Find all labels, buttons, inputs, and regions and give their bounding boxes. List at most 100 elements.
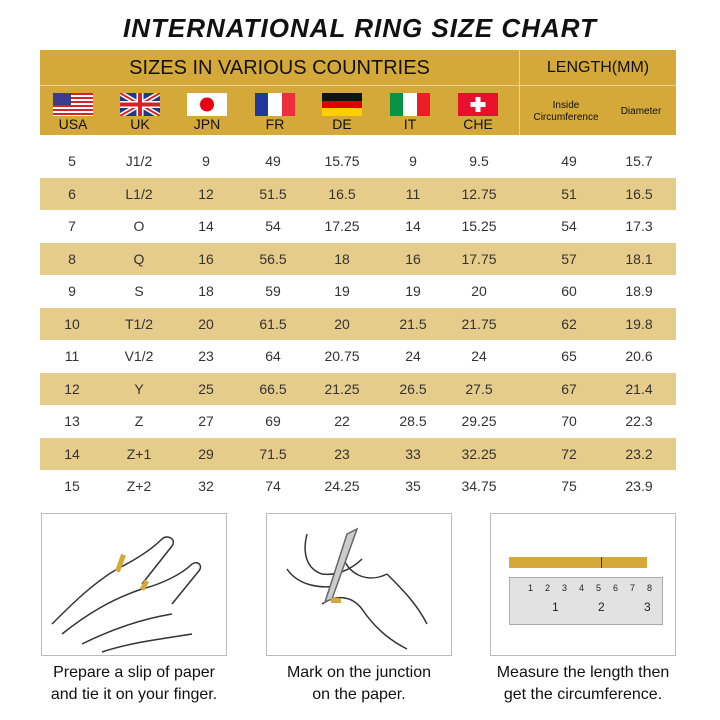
table-cell: 7 [68, 218, 76, 234]
table-cell: 12 [64, 380, 80, 397]
table-cell: 56.5 [259, 250, 287, 267]
table-cell: 16.5 [625, 185, 653, 202]
table-cell: Z+1 [126, 445, 152, 462]
table-cell: 35 [405, 478, 421, 494]
step1-caption: Prepare a slip of paper and tie it on you… [19, 662, 249, 706]
ruler-inch-label: 1 [552, 600, 559, 614]
step2-caption: Mark on the junction on the paper. [244, 662, 474, 706]
table-cell: 24.25 [324, 478, 360, 494]
country-usa: USA [58, 116, 88, 132]
table-cell: 15.7 [625, 153, 653, 169]
ruler-cm-label: 7 [630, 583, 636, 593]
table-cell: 17.75 [461, 250, 497, 267]
table-cell: 32.25 [461, 445, 497, 462]
table-cell: 14 [198, 218, 214, 234]
table-cell: 10 [64, 315, 80, 332]
table-cell: 19 [405, 283, 421, 299]
ruler-cm-label: 4 [579, 583, 585, 593]
table-cell: 23 [334, 445, 350, 462]
table-cell: 21.5 [399, 315, 427, 332]
table-cell: T1/2 [124, 315, 154, 332]
table-cell: 23.9 [625, 478, 653, 494]
country-jpn: JPN [193, 116, 221, 132]
germany-flag-icon [322, 93, 362, 116]
table-cell: 14 [64, 445, 80, 462]
table-cell: 20 [471, 283, 487, 299]
table-cell: 11 [405, 185, 421, 202]
table-cell: 49 [265, 153, 281, 169]
table-row: 15 Z+2 32 74 24.25 35 34.75 75 23.9 [40, 470, 676, 503]
step1-line1: Prepare a slip of paper [53, 664, 215, 681]
table-cell: 54 [561, 218, 577, 234]
table-cell: 20 [198, 315, 214, 332]
table-cell: 17.25 [324, 218, 360, 234]
table-cell: L1/2 [125, 185, 153, 202]
table-cell: 69 [265, 413, 281, 429]
table-cell: 16.5 [328, 185, 356, 202]
table-cell: 15.75 [324, 153, 360, 169]
table-cell: 33 [405, 445, 421, 462]
table-cell: 29 [198, 445, 214, 462]
ruler-cm-label: 2 [545, 583, 551, 593]
table-cell: Z [134, 413, 144, 429]
table-cell: 9 [202, 153, 210, 169]
table-cell: 27.5 [465, 380, 493, 397]
table-cell: 60 [561, 283, 577, 299]
table-cell: V1/2 [124, 348, 154, 364]
sizes-heading: SIZES IN VARIOUS COUNTRIES [40, 50, 519, 86]
japan-flag-icon [187, 93, 227, 116]
page-title: INTERNATIONAL RING SIZE CHART [123, 13, 597, 43]
table-cell: 67 [561, 380, 577, 397]
table-cell: 9.5 [469, 153, 489, 169]
table-cell: 34.75 [461, 478, 497, 494]
france-flag-icon [255, 93, 295, 116]
table-row: 7 O 14 54 17.25 14 15.25 54 17.3 [40, 210, 676, 243]
ruler-cm-label: 8 [647, 583, 653, 593]
step2-illustration [266, 513, 452, 656]
table-cell: 26.5 [399, 380, 427, 397]
diameter-heading: Diameter [620, 106, 662, 117]
table-cell: 24 [405, 348, 421, 364]
step3-caption: Measure the length then get the circumfer… [468, 662, 698, 706]
table-cell: 19 [334, 283, 350, 299]
table-cell: 18.9 [625, 283, 653, 299]
table-cell: 9 [409, 153, 417, 169]
inside-circumference-heading: Inside Circumference [521, 100, 611, 124]
table-cell: 54 [265, 218, 281, 234]
table-cell: 62 [561, 315, 577, 332]
ruler-cm-label: 6 [613, 583, 619, 593]
table-cell: 25 [198, 380, 214, 397]
table-cell: S [134, 283, 144, 299]
step3-line2: get the circumference. [503, 686, 663, 703]
table-cell: 15.25 [461, 218, 497, 234]
country-uk: UK [130, 116, 150, 132]
table-cell: 21.75 [461, 315, 497, 332]
divider [519, 50, 520, 135]
table-cell: 24 [471, 348, 487, 364]
table-cell: Z+2 [126, 478, 152, 494]
table-cell: 23.2 [625, 445, 653, 462]
table-row: 10 T1/2 20 61.5 20 21.5 21.75 62 19.8 [40, 307, 676, 340]
table-cell: 20.75 [324, 348, 360, 364]
table-cell: 13 [64, 413, 80, 429]
country-fr: FR [265, 116, 285, 132]
table-cell: 12.75 [461, 185, 497, 202]
table-cell: 20 [334, 315, 350, 332]
ruler-cm-label: 1 [528, 583, 534, 593]
table-row: 14 Z+1 29 71.5 23 33 32.25 72 23.2 [40, 437, 676, 470]
step1-illustration [41, 513, 227, 656]
table-cell: J1/2 [125, 153, 153, 169]
table-cell: 70 [561, 413, 577, 429]
table-cell: 23 [198, 348, 214, 364]
table-cell: 72 [561, 445, 577, 462]
ruler-cm-label: 3 [562, 583, 568, 593]
table-row: 9 S 18 59 19 19 20 60 18.9 [40, 275, 676, 308]
table-cell: 75 [561, 478, 577, 494]
hand-with-paper-icon [51, 536, 202, 653]
table-cell: Y [134, 380, 144, 397]
table-row: 8 Q 16 56.5 18 16 17.75 57 18.1 [40, 242, 676, 275]
table-cell: Q [133, 250, 145, 267]
table-row: 12 Y 25 66.5 21.25 26.5 27.5 67 21.4 [40, 372, 676, 405]
